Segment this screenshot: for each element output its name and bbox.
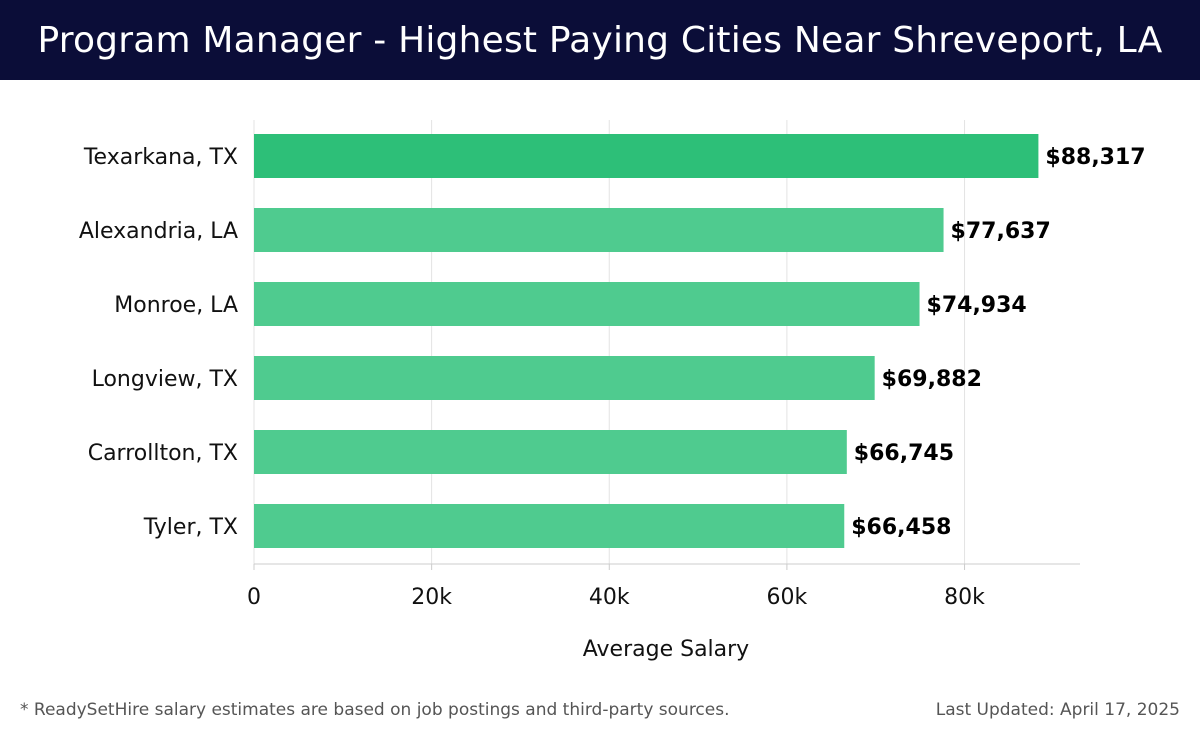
x-tick-label: 20k [411, 585, 452, 610]
category-label: Longview, TX [92, 367, 238, 392]
data-label: $66,458 [851, 515, 951, 540]
salary-bar-chart: Texarkana, TX $88,317 Alexandria, LA $77,63… [79, 120, 1146, 662]
x-tick-label: 60k [767, 585, 808, 610]
bar [254, 504, 845, 548]
category-label: Monroe, LA [114, 293, 238, 318]
category-label: Carrollton, TX [88, 441, 238, 466]
bar-layer [254, 134, 1039, 548]
data-label: $74,934 [927, 293, 1027, 318]
footer-note: * ReadySetHire salary estimates are base… [20, 700, 730, 720]
data-label: $69,882 [882, 367, 982, 392]
bar [254, 208, 944, 252]
bar [254, 282, 920, 326]
last-updated: Last Updated: April 17, 2025 [935, 700, 1180, 720]
chart-title: Program Manager - Highest Paying Cities … [37, 19, 1163, 61]
bar [254, 430, 847, 474]
axis-layer: 0 20k 40k 60k 80k [247, 563, 1080, 610]
x-tick-label: 40k [589, 585, 630, 610]
category-label: Tyler, TX [143, 515, 238, 540]
x-tick-label: 80k [944, 585, 985, 610]
category-label: Texarkana, TX [83, 145, 238, 170]
grid-layer [253, 120, 966, 564]
title-bar: Program Manager - Highest Paying Cities … [0, 0, 1200, 80]
x-tick-label: 0 [247, 585, 261, 610]
label-layer: Texarkana, TX $88,317 Alexandria, LA $77,63… [79, 145, 1146, 540]
x-axis-label: Average Salary [583, 637, 749, 662]
bar [254, 356, 875, 400]
category-label: Alexandria, LA [79, 219, 238, 244]
data-label: $77,637 [951, 219, 1051, 244]
bar [254, 134, 1039, 178]
data-label: $88,317 [1045, 145, 1145, 170]
data-label: $66,745 [854, 441, 954, 466]
